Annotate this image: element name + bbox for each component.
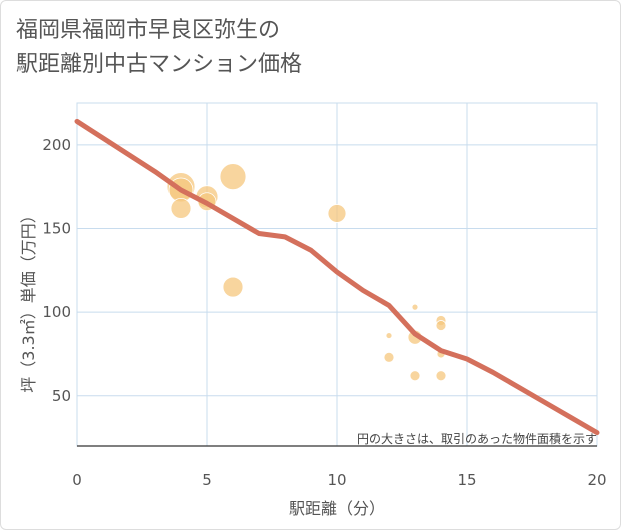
y-tick-label: 100 <box>42 303 71 321</box>
y-tick-label: 150 <box>42 219 71 237</box>
x-axis-label: 駅距離（分） <box>289 499 385 518</box>
bubble-point <box>219 163 247 191</box>
bubble-point <box>383 351 395 363</box>
bubble-point <box>409 370 421 382</box>
x-tick-label: 20 <box>587 471 606 489</box>
bubble-point <box>222 276 244 298</box>
x-tick-label: 5 <box>202 471 212 489</box>
trend-line <box>74 118 600 436</box>
axis-ticks: 0 5 10 15 20 50 100 150 200 <box>42 136 606 489</box>
bubble-point <box>435 370 447 382</box>
x-tick-label: 15 <box>457 471 476 489</box>
bubble-series <box>166 163 447 382</box>
chart-title: 福岡県福岡市早良区弥生の 駅距離別中古マンション価格 <box>16 14 416 82</box>
x-tick-label: 0 <box>72 471 82 489</box>
x-tick-label: 10 <box>327 471 346 489</box>
y-tick-label: 50 <box>52 387 71 405</box>
bubble-point <box>170 198 192 219</box>
bubble-point <box>385 332 393 339</box>
bubble-point <box>327 204 347 223</box>
chart-title-line-2: 駅距離別中古マンション価格 <box>16 52 303 77</box>
trend-series <box>74 118 600 436</box>
y-tick-label: 200 <box>42 136 71 154</box>
y-axis-label: 坪（3.3㎡）単価（万円） <box>19 207 38 392</box>
bubble-point <box>411 303 419 311</box>
grid <box>76 102 598 447</box>
bubble-point <box>435 320 447 331</box>
size-note: 円の大きさは、取引のあった物件面積を示す <box>357 431 597 446</box>
chart-title-line-1: 福岡県福岡市早良区弥生の <box>16 18 281 43</box>
